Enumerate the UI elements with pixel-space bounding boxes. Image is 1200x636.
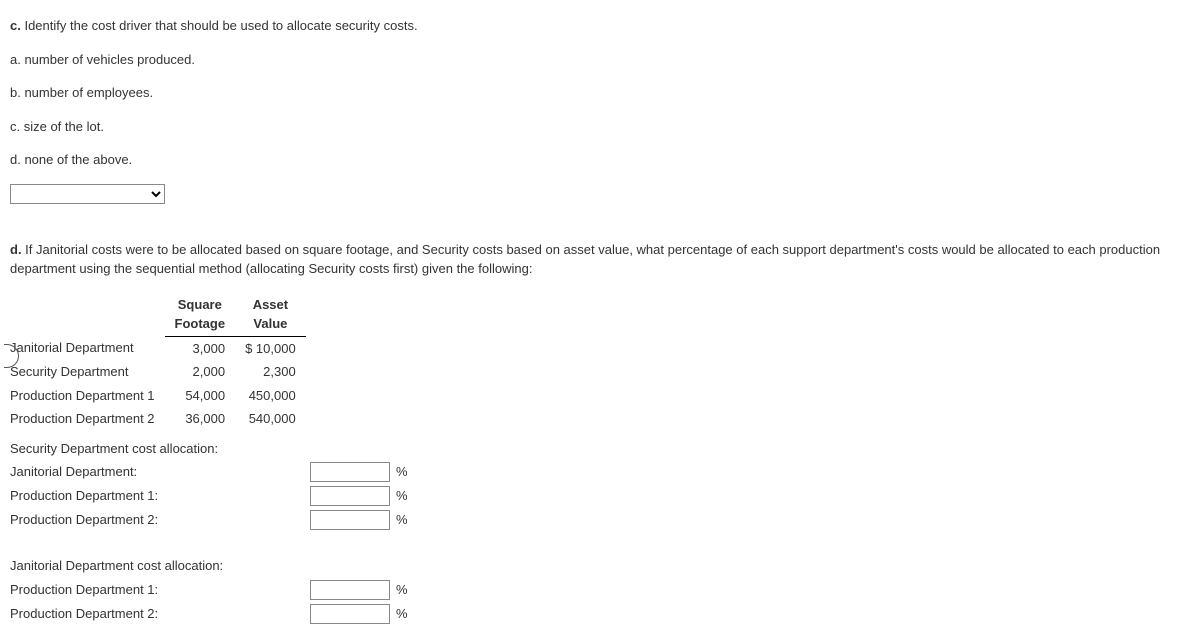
row-label: Security Department — [10, 360, 165, 384]
data-table: Square Footage Asset Value Janitorial De… — [10, 293, 306, 431]
pct-input-prod2[interactable] — [310, 510, 390, 530]
table-row: Security Department 2,000 2,300 — [10, 360, 306, 384]
answer-dropdown[interactable] — [10, 184, 165, 204]
option-c: c. size of the lot. — [10, 117, 1190, 137]
pct-input-prod2-jan[interactable] — [310, 604, 390, 624]
security-allocation-section: Security Department cost allocation: Jan… — [10, 439, 1190, 531]
row-asset: 2,300 — [235, 360, 306, 384]
pct-input-prod1[interactable] — [310, 486, 390, 506]
question-d-prompt: d. If Janitorial costs were to be alloca… — [10, 240, 1190, 279]
answer-select-row — [10, 184, 1190, 204]
pct-sign: % — [396, 462, 408, 482]
header-sqft-line1: Square — [175, 295, 226, 315]
page-content: c. Identify the cost driver that should … — [10, 16, 1190, 624]
row-sqft: 36,000 — [165, 407, 236, 431]
table-row: Production Department 2 36,000 540,000 — [10, 407, 306, 431]
question-d-prefix: d. — [10, 242, 22, 257]
alloc-label: Production Department 1: — [10, 580, 310, 600]
alloc-row: Production Department 1: % — [10, 486, 1190, 506]
row-label: Production Department 2 — [10, 407, 165, 431]
pct-sign: % — [396, 510, 408, 530]
alloc-row: Janitorial Department: % — [10, 462, 1190, 482]
row-label: Production Department 1 — [10, 384, 165, 408]
row-sqft: 54,000 — [165, 384, 236, 408]
header-asset: Asset Value — [235, 293, 306, 337]
question-c-prompt: c. Identify the cost driver that should … — [10, 16, 1190, 36]
janitorial-alloc-header: Janitorial Department cost allocation: — [10, 556, 1190, 576]
option-a: a. number of vehicles produced. — [10, 50, 1190, 70]
pct-input-janitorial[interactable] — [310, 462, 390, 482]
security-alloc-header: Security Department cost allocation: — [10, 439, 1190, 459]
question-c-text: Identify the cost driver that should be … — [21, 18, 418, 33]
alloc-row: Production Department 2: % — [10, 604, 1190, 624]
row-label: Janitorial Department — [10, 336, 165, 360]
alloc-label: Janitorial Department: — [10, 462, 310, 482]
row-sqft: 2,000 — [165, 360, 236, 384]
alloc-row: Production Department 1: % — [10, 580, 1190, 600]
header-sqft: Square Footage — [165, 293, 236, 337]
row-asset: 540,000 — [235, 407, 306, 431]
alloc-row: Production Department 2: % — [10, 510, 1190, 530]
option-d: d. none of the above. — [10, 150, 1190, 170]
alloc-label: Production Department 2: — [10, 510, 310, 530]
pct-input-prod1-jan[interactable] — [310, 580, 390, 600]
pct-sign: % — [396, 604, 408, 624]
option-b: b. number of employees. — [10, 83, 1190, 103]
table-row: Janitorial Department 3,000 $ 10,000 — [10, 336, 306, 360]
row-asset: 450,000 — [235, 384, 306, 408]
row-asset: $ 10,000 — [235, 336, 306, 360]
row-sqft: 3,000 — [165, 336, 236, 360]
header-sqft-line2: Footage — [175, 314, 226, 334]
alloc-label: Production Department 1: — [10, 486, 310, 506]
janitorial-allocation-section: Janitorial Department cost allocation: P… — [10, 556, 1190, 624]
alloc-label: Production Department 2: — [10, 604, 310, 624]
question-d-text: If Janitorial costs were to be allocated… — [10, 242, 1160, 277]
question-c-prefix: c. — [10, 18, 21, 33]
table-row: Production Department 1 54,000 450,000 — [10, 384, 306, 408]
header-asset-line1: Asset — [245, 295, 296, 315]
header-asset-line2: Value — [245, 314, 296, 334]
pct-sign: % — [396, 580, 408, 600]
pct-sign: % — [396, 486, 408, 506]
